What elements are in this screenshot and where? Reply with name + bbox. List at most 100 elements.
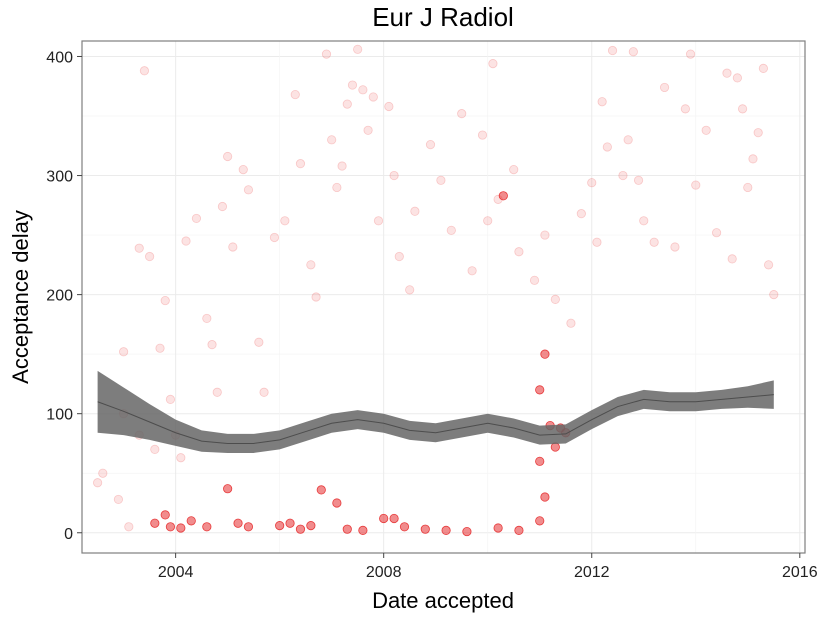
data-point	[316, 485, 326, 495]
data-point	[732, 73, 742, 83]
x-tick-label: 2004	[158, 564, 194, 581]
data-point	[748, 154, 758, 164]
data-point	[737, 104, 748, 114]
data-point	[498, 191, 508, 201]
data-point	[727, 254, 737, 264]
data-point	[332, 498, 342, 508]
data-point	[420, 524, 430, 534]
data-point	[441, 525, 451, 535]
smooth-line-path	[97, 394, 774, 444]
y-tick-label: 400	[46, 49, 73, 66]
x-axis-title: Date accepted	[372, 588, 514, 613]
data-point	[410, 206, 420, 216]
grid	[82, 41, 805, 553]
data-point	[93, 478, 103, 488]
data-point	[254, 337, 264, 347]
data-point	[389, 513, 399, 524]
data-point	[639, 216, 649, 226]
data-point	[753, 128, 763, 138]
data-point	[238, 164, 248, 175]
data-point	[462, 526, 472, 537]
data-point	[306, 260, 316, 270]
data-point	[358, 85, 368, 95]
data-point	[280, 216, 290, 226]
data-point	[145, 251, 155, 262]
data-point	[535, 385, 545, 395]
data-point	[587, 178, 597, 188]
data-point	[160, 295, 170, 306]
data-point	[722, 68, 732, 78]
data-point	[769, 290, 779, 300]
data-point	[150, 518, 160, 528]
data-point	[685, 49, 696, 59]
data-point	[446, 225, 456, 235]
data-point	[680, 104, 690, 114]
data-point	[139, 66, 150, 76]
data-point	[649, 237, 659, 247]
data-point	[576, 209, 586, 219]
y-axis: 0 100 200 300 400	[46, 49, 82, 543]
data-point	[540, 349, 550, 359]
data-point	[457, 109, 467, 119]
data-point	[295, 524, 306, 534]
data-point	[306, 521, 316, 531]
data-point	[529, 275, 540, 285]
data-point	[98, 468, 108, 478]
x-axis: 2004 2008 2012 2016	[158, 553, 818, 581]
data-point	[389, 170, 399, 181]
data-point	[597, 97, 607, 107]
data-point	[332, 182, 342, 193]
data-point	[353, 44, 363, 54]
data-point	[566, 318, 576, 328]
data-point	[176, 523, 186, 533]
data-point	[113, 494, 124, 505]
x-tick-label: 2008	[366, 564, 402, 581]
data-point	[223, 484, 233, 494]
smooth-line	[97, 370, 774, 453]
data-point	[124, 522, 134, 532]
data-point	[342, 524, 352, 534]
data-point	[368, 92, 378, 102]
x-tick-label: 2012	[574, 564, 610, 581]
data-point	[592, 237, 602, 247]
data-point	[311, 292, 321, 302]
data-point	[347, 80, 358, 90]
data-point	[399, 522, 410, 532]
data-point	[550, 294, 560, 304]
data-point	[269, 232, 280, 243]
y-tick-label: 300	[46, 169, 73, 186]
data-point	[165, 394, 176, 404]
data-point	[670, 242, 680, 252]
plot-border	[81, 40, 806, 554]
data-point	[763, 260, 774, 270]
data-point	[493, 523, 503, 533]
data-point	[373, 216, 384, 226]
data-point	[607, 45, 618, 56]
data-point	[228, 242, 238, 252]
smooth-confidence-band	[97, 370, 774, 453]
data-point	[488, 59, 498, 69]
data-point	[425, 139, 436, 150]
data-point	[540, 230, 550, 240]
data-point	[176, 453, 186, 463]
data-point	[275, 521, 285, 531]
data-point	[701, 125, 711, 135]
data-point	[342, 99, 352, 109]
data-point	[633, 175, 644, 185]
data-point	[160, 510, 170, 520]
data-point	[191, 213, 202, 224]
data-point	[623, 135, 633, 145]
data-point	[509, 164, 519, 175]
data-point	[514, 525, 524, 535]
data-point	[217, 201, 228, 212]
data-point	[394, 251, 404, 262]
data-point	[233, 518, 243, 528]
data-point	[155, 343, 165, 353]
x-tick-label: 2016	[782, 564, 818, 581]
data-point	[535, 516, 545, 526]
data-point	[212, 387, 222, 397]
y-tick-label: 200	[46, 288, 73, 305]
data-point	[243, 185, 254, 195]
data-point	[165, 522, 176, 532]
data-point	[535, 456, 545, 466]
